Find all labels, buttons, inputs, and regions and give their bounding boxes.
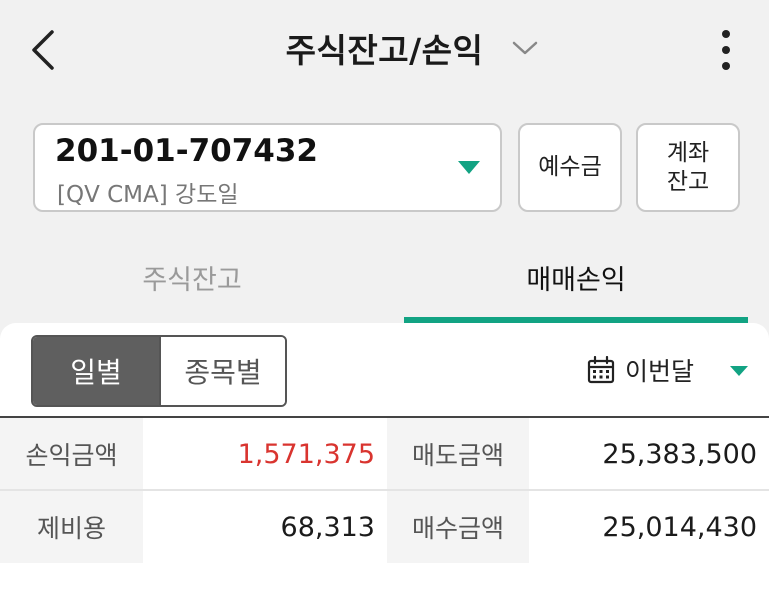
deposit-button[interactable]: 예수금 <box>518 123 622 212</box>
period-label: 이번달 <box>625 357 695 386</box>
profit-amount-value: 1,571,375 <box>237 438 375 470</box>
segment-daily[interactable]: 일별 <box>33 337 159 405</box>
view-segment-control: 일별 종목별 <box>31 335 287 407</box>
table-top-border <box>0 416 769 418</box>
app-header: 주식잔고/손익 <box>0 0 769 98</box>
buy-amount-value: 25,014,430 <box>602 511 757 543</box>
active-tab-indicator <box>404 317 748 323</box>
fees-value: 68,313 <box>280 511 375 543</box>
title-wrap: 주식잔고/손익 <box>0 24 769 72</box>
row-divider <box>0 489 769 491</box>
buy-amount-label: 매수금액 <box>387 491 529 563</box>
sell-amount-label: 매도금액 <box>387 418 529 490</box>
account-number: 201-01-707432 <box>55 133 319 169</box>
dropdown-triangle-icon[interactable] <box>730 366 748 377</box>
profit-amount-label: 손익금액 <box>0 418 143 490</box>
account-balance-button[interactable]: 계좌 잔고 <box>636 123 740 212</box>
account-selector[interactable]: 201-01-707432 [QV CMA] 강도일 <box>33 123 502 212</box>
dropdown-triangle-icon <box>458 161 480 174</box>
tab-trade-profit[interactable]: 매매손익 <box>526 265 626 296</box>
page-title[interactable]: 주식잔고/손익 <box>285 31 484 70</box>
chevron-down-icon[interactable] <box>510 38 540 58</box>
sell-amount-value: 25,383,500 <box>602 438 757 470</box>
back-arrow-icon[interactable] <box>28 28 60 72</box>
account-type-owner: [QV CMA] 강도일 <box>57 182 239 208</box>
calendar-icon <box>587 356 615 384</box>
fees-label: 제비용 <box>0 491 143 563</box>
tab-stock-balance[interactable]: 주식잔고 <box>142 265 242 296</box>
period-selector[interactable]: 이번달 <box>587 350 694 390</box>
segment-by-stock[interactable]: 종목별 <box>159 337 285 405</box>
more-vertical-icon[interactable] <box>712 28 740 72</box>
